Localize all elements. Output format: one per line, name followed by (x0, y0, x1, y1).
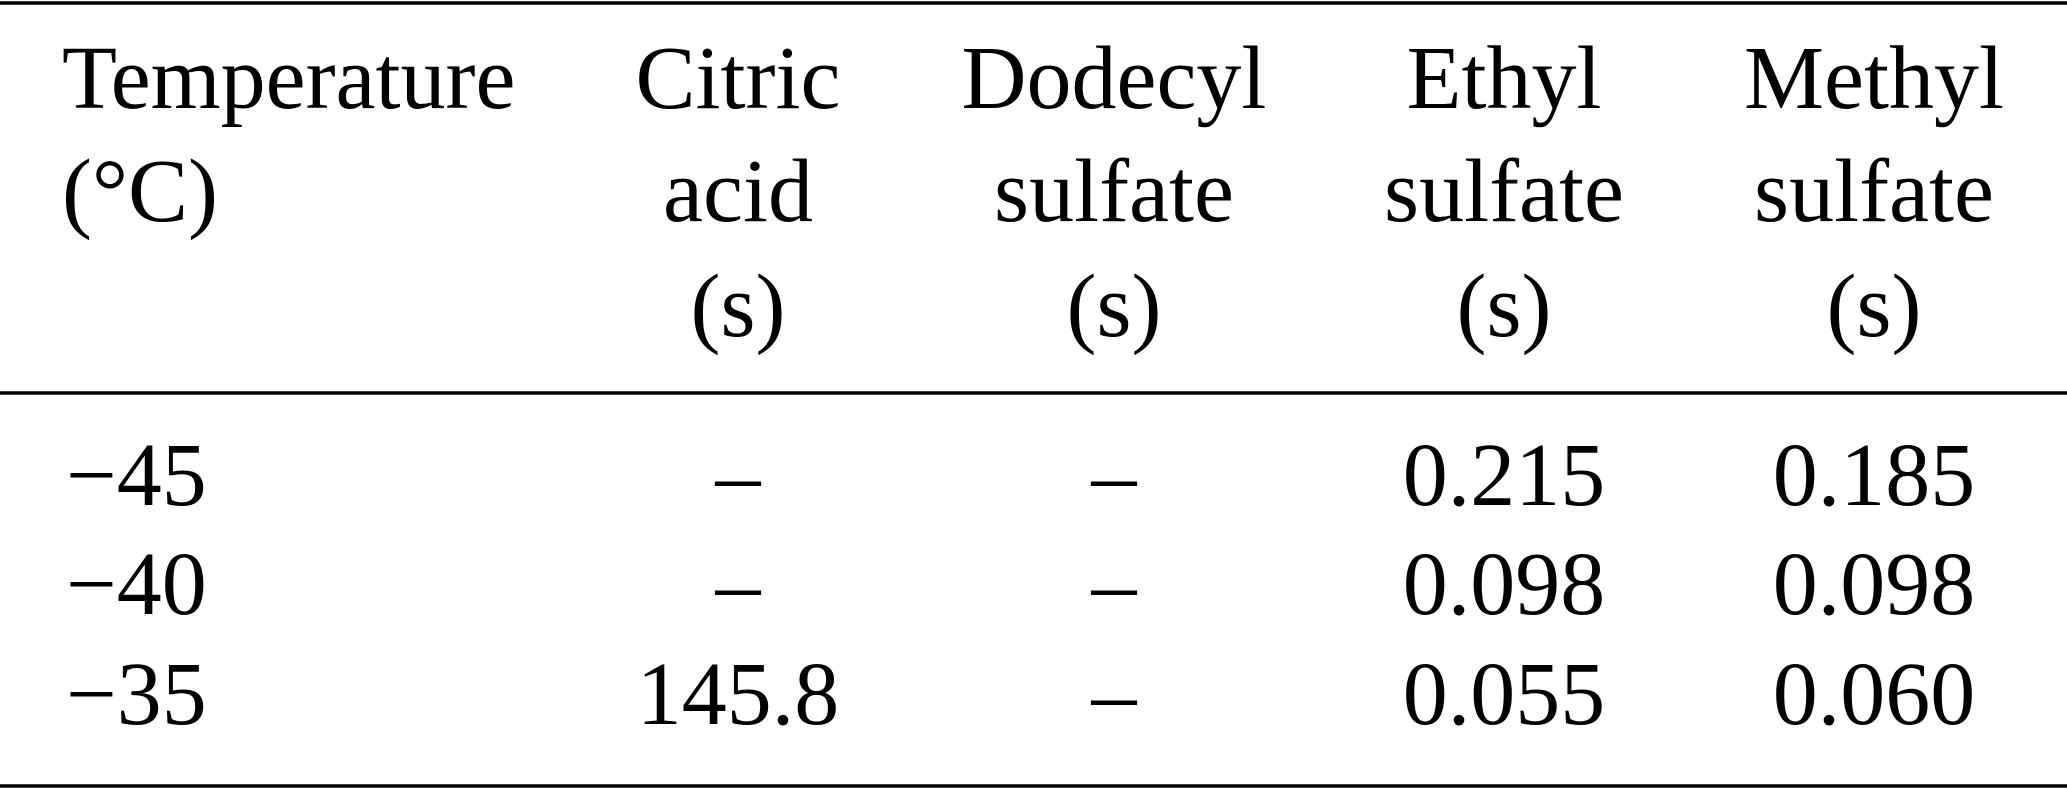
table-cell: – (1091, 645, 1138, 744)
header-cell-line: Methyl (1744, 29, 2004, 128)
table-cell: 0.098 (1773, 535, 1976, 634)
table-cell: 0.215 (1403, 426, 1606, 525)
header-cell-line: Dodecyl (962, 29, 1267, 128)
header-cell-line: (s) (1067, 257, 1162, 356)
table-cell: – (1091, 426, 1138, 525)
header-cell-line: (s) (1827, 257, 1922, 356)
table-cell: – (715, 535, 762, 634)
header-cell-line: (s) (1457, 257, 1552, 356)
header-cell-line: sulfate (1384, 142, 1624, 241)
table-cell: −40 (66, 535, 207, 634)
header-cell-line: acid (663, 142, 813, 241)
table-cell: – (715, 426, 762, 525)
header-cell-line: Temperature (62, 29, 515, 128)
table-cell: −45 (66, 426, 207, 525)
table-cell: – (1091, 535, 1138, 634)
header-cell-line: (s) (691, 257, 786, 356)
table-cell: 0.055 (1403, 645, 1606, 744)
header-cell-line: Ethyl (1407, 29, 1602, 128)
table-cell: 0.185 (1773, 426, 1976, 525)
header-cell-line: sulfate (994, 142, 1234, 241)
table-cell: 0.098 (1403, 535, 1606, 634)
table-cell: 145.8 (637, 645, 840, 744)
header-cell-line: Citric (636, 29, 841, 128)
table-cell: 0.060 (1773, 645, 1976, 744)
header-cell-line: (°C) (62, 142, 218, 241)
header-cell-line: sulfate (1754, 142, 1994, 241)
table-cell: −35 (66, 645, 207, 744)
